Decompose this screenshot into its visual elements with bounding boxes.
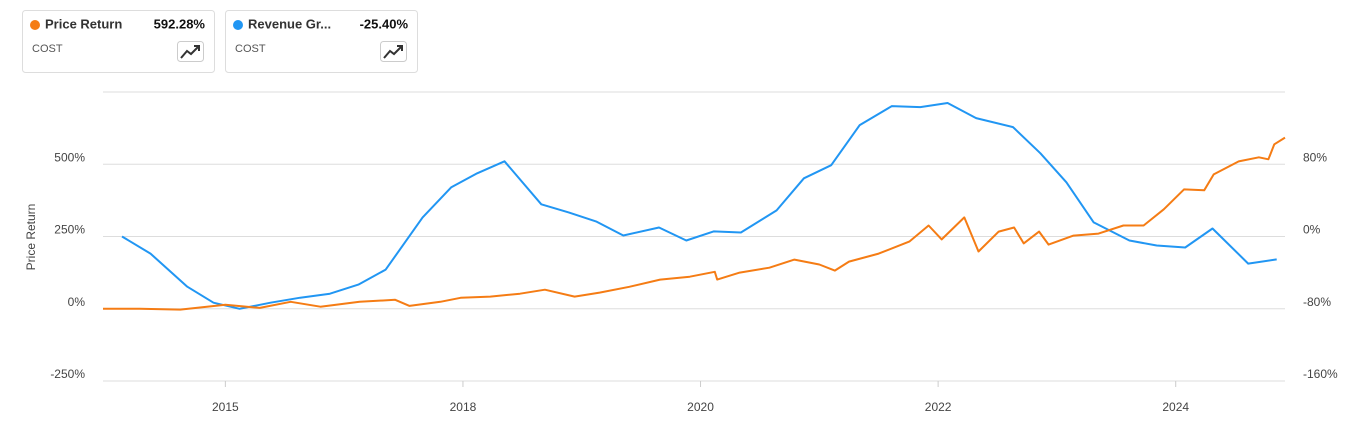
x-tick-label: 2015: [212, 400, 239, 414]
legend-dot: [30, 20, 40, 30]
chart-type-icon: [180, 45, 200, 59]
series-line: [121, 102, 1277, 310]
y2-tick-label: -80%: [1303, 295, 1331, 309]
y2-tick-label: 80%: [1303, 150, 1327, 164]
chart-type-button[interactable]: [380, 41, 407, 62]
legend-ticker: COST: [235, 43, 266, 55]
y2-tick-label: 0%: [1303, 223, 1321, 237]
legend-card-box: [225, 10, 418, 73]
legend-card: Revenue Gr... -25.40% COST: [225, 10, 418, 73]
chart-type-icon: [383, 45, 403, 59]
legend-card-box: [22, 10, 215, 73]
x-tick-label: 2024: [1162, 400, 1189, 414]
chart-type-button[interactable]: [177, 41, 204, 62]
legend-name: Revenue Gr...: [248, 16, 331, 31]
y-axis-label: Price Return: [24, 204, 38, 271]
series-line: [103, 136, 1286, 311]
x-tick-label: 2022: [925, 400, 952, 414]
legend-dot: [233, 20, 243, 30]
y-tick-label: 250%: [54, 223, 85, 237]
y-tick-label: 0%: [68, 295, 86, 309]
legend-name: Price Return: [45, 16, 122, 31]
legend: Price Return 592.28% COST Revenue Gr... -25.…: [22, 10, 418, 73]
x-tick-label: 2018: [450, 400, 477, 414]
y-tick-label: 500%: [54, 150, 85, 164]
legend-ticker: COST: [32, 43, 63, 55]
y-tick-label: -250%: [50, 367, 85, 381]
x-tick-label: 2020: [687, 400, 714, 414]
legend-value: -25.40%: [360, 16, 409, 31]
legend-value: 592.28%: [154, 16, 206, 31]
y2-tick-label: -160%: [1303, 367, 1338, 381]
legend-card: Price Return 592.28% COST: [22, 10, 215, 73]
